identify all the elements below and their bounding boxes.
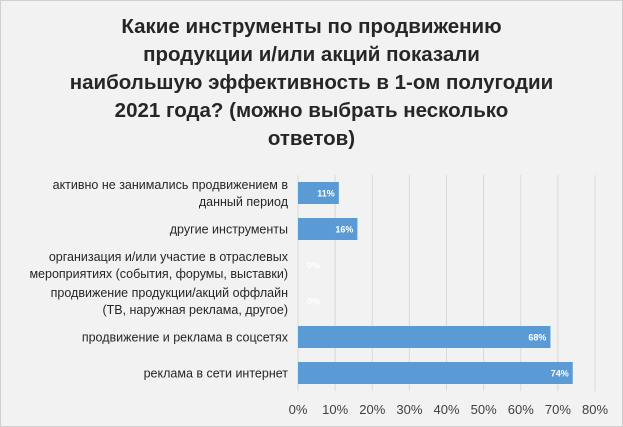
x-tick-label: 70%: [545, 402, 571, 417]
bars: 11% 16% 0% 0% 68% 74%: [298, 182, 573, 384]
x-tick-label: 20%: [359, 402, 385, 417]
bar: [298, 362, 573, 384]
x-tick-label: 0%: [289, 402, 308, 417]
data-label: 16%: [335, 225, 353, 235]
category-labels: активно не занимались продвижением в данн…: [29, 178, 288, 381]
data-label: 11%: [317, 189, 335, 199]
x-tick-label: 50%: [471, 402, 497, 417]
category-label: реклама в сети интернет: [144, 367, 289, 381]
category-label: организация и/или участие в отраслевых ме…: [29, 250, 288, 281]
data-label: 68%: [528, 333, 546, 343]
category-label: другие инструменты: [170, 223, 288, 237]
category-label: продвижение и реклама в соцсетях: [82, 331, 289, 345]
x-tick-label: 40%: [433, 402, 459, 417]
bar: [298, 182, 339, 204]
x-tick-label: 10%: [322, 402, 348, 417]
data-label: 0%: [307, 261, 320, 271]
x-tick-label: 60%: [508, 402, 534, 417]
category-label: активно не занимались продвижением в данн…: [53, 178, 289, 209]
category-label: продвижение продукции/акций оффлайн (ТВ, …: [51, 286, 288, 317]
gridlines: [297, 175, 596, 391]
bar: [298, 326, 551, 348]
x-tick-label: 80%: [582, 402, 608, 417]
x-tick-labels: 0% 10% 20% 30% 40% 50% 60% 70% 80%: [289, 402, 609, 417]
x-tick-label: 30%: [396, 402, 422, 417]
data-label: 74%: [551, 369, 569, 379]
data-label: 0%: [307, 297, 320, 307]
chart-title: Какие инструменты по продвижению продукц…: [69, 15, 554, 150]
bar: [298, 218, 358, 240]
